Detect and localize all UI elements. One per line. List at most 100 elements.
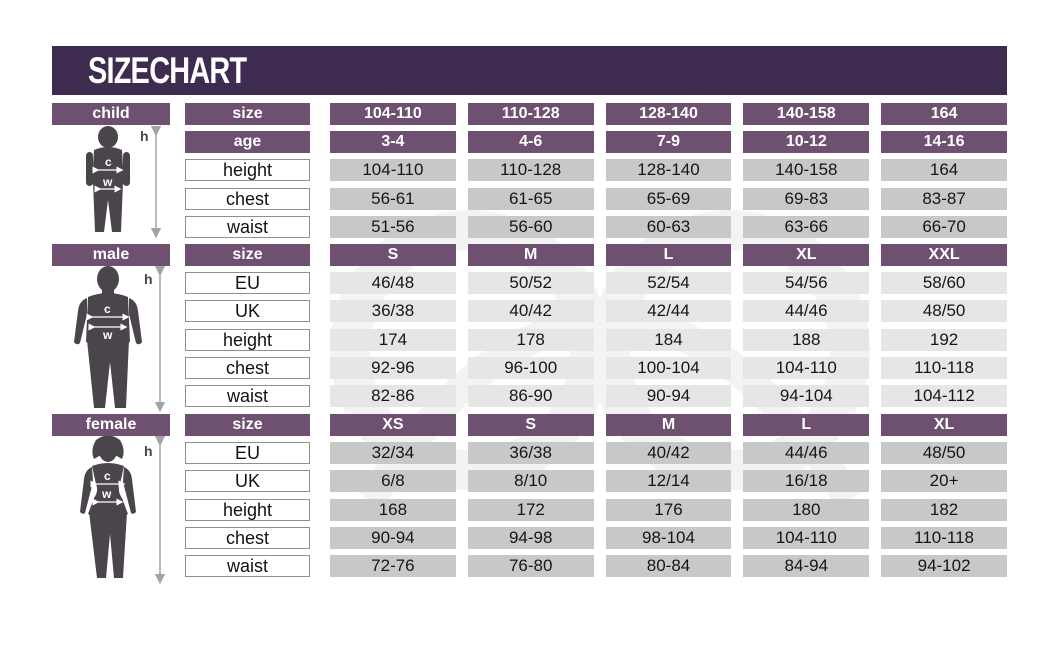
male-EU-value: 50/52 [467, 272, 594, 294]
male-size-label: size [185, 244, 310, 266]
child-chest-cells: 56-61 61-65 65-69 69-83 83-87 [330, 188, 1007, 210]
child-chest-value: 83-87 [881, 188, 1007, 210]
female-chest-value: 94-98 [467, 527, 594, 549]
male-waist-cells: 82-86 86-90 90-94 94-104 104-112 [330, 385, 1007, 407]
female-chest-value: 90-94 [330, 527, 456, 549]
male-size-value: M [467, 244, 594, 266]
chest-label: c [104, 469, 111, 483]
male-UK-value: 40/42 [467, 300, 594, 322]
child-waist-cells: 51-56 56-60 60-63 63-66 66-70 [330, 216, 1007, 238]
female-EU-value: 44/46 [743, 442, 870, 464]
male-height-value: 188 [743, 329, 870, 351]
female-row-size: size XS S M L XL [185, 414, 1007, 436]
female-row-chest: chest 90-94 94-98 98-104 104-110 110-118 [185, 527, 1007, 549]
child-age-value: 14-16 [881, 131, 1007, 153]
child-row-size: size 104-110 110-128 128-140 140-158 164 [185, 103, 1007, 125]
child-height-value: 128-140 [605, 159, 732, 181]
title-banner: SIZE CHART [52, 46, 1007, 95]
female-waist-cells: 72-76 76-80 80-84 84-94 94-102 [330, 555, 1007, 577]
female-size-value: L [743, 414, 870, 436]
child-chest-label: chest [185, 188, 310, 210]
male-EU-cells: 46/48 50/52 52/54 54/56 58/60 [330, 272, 1007, 294]
male-height-value: 178 [467, 329, 594, 351]
female-UK-value: 16/18 [743, 470, 870, 492]
male-row-size: size S M L XL XXL [185, 244, 1007, 266]
male-EU-value: 54/56 [743, 272, 870, 294]
male-height-value: 192 [881, 329, 1007, 351]
male-row-UK: UK 36/38 40/42 42/44 44/46 48/50 [185, 300, 1007, 322]
child-age-value: 4-6 [467, 131, 594, 153]
female-size-value: XS [330, 414, 456, 436]
child-height-value: 164 [881, 159, 1007, 181]
female-height-value: 176 [605, 499, 732, 521]
child-size-label: size [185, 103, 310, 125]
male-size-value: XL [743, 244, 870, 266]
male-figure: h c w [74, 266, 166, 412]
female-UK-value: 8/10 [467, 470, 594, 492]
female-height-label: height [185, 499, 310, 521]
male-waist-value: 86-90 [467, 385, 594, 407]
male-chest-value: 96-100 [467, 357, 594, 379]
female-chest-label: chest [185, 527, 310, 549]
female-EU-cells: 32/34 36/38 40/42 44/46 48/50 [330, 442, 1007, 464]
male-height-cells: 174 178 184 188 192 [330, 329, 1007, 351]
male-chest-cells: 92-96 96-100 100-104 104-110 110-118 [330, 357, 1007, 379]
child-age-cells: 3-4 4-6 7-9 10-12 14-16 [330, 131, 1007, 153]
male-row-chest: chest 92-96 96-100 100-104 104-110 110-118 [185, 357, 1007, 379]
child-size-value: 110-128 [467, 103, 594, 125]
male-height-value: 174 [330, 329, 456, 351]
child-chest-value: 61-65 [467, 188, 594, 210]
female-waist-value: 72-76 [330, 555, 456, 577]
female-UK-label: UK [185, 470, 310, 492]
female-silhouette [80, 436, 136, 578]
female-chest-value: 104-110 [743, 527, 870, 549]
male-waist-label: waist [185, 385, 310, 407]
child-size-value: 104-110 [330, 103, 456, 125]
child-row-age: age 3-4 4-6 7-9 10-12 14-16 [185, 131, 1007, 153]
male-row-height: height 174 178 184 188 192 [185, 329, 1007, 351]
male-EU-value: 58/60 [881, 272, 1007, 294]
height-label: h [144, 271, 153, 287]
child-row-chest: chest 56-61 61-65 65-69 69-83 83-87 [185, 188, 1007, 210]
female-size-value: M [605, 414, 732, 436]
female-UK-value: 12/14 [605, 470, 732, 492]
child-row-height: height 104-110 110-128 128-140 140-158 164 [185, 159, 1007, 181]
female-EU-value: 36/38 [467, 442, 594, 464]
male-UK-cells: 36/38 40/42 42/44 44/46 48/50 [330, 300, 1007, 322]
child-waist-value: 63-66 [743, 216, 870, 238]
child-age-value: 3-4 [330, 131, 456, 153]
waist-label: w [101, 487, 112, 501]
child-waist-value: 56-60 [467, 216, 594, 238]
female-figure: h c w [80, 436, 166, 584]
child-chest-value: 69-83 [743, 188, 870, 210]
female-size-value: XL [881, 414, 1007, 436]
section-label-male: male [52, 244, 170, 266]
child-waist-value: 60-63 [605, 216, 732, 238]
female-EU-value: 32/34 [330, 442, 456, 464]
male-chest-label: chest [185, 357, 310, 379]
female-chest-value: 98-104 [605, 527, 732, 549]
child-chest-value: 65-69 [605, 188, 732, 210]
waist-label: w [102, 175, 113, 189]
height-label: h [140, 128, 149, 144]
male-size-value: S [330, 244, 456, 266]
male-row-waist: waist 82-86 86-90 90-94 94-104 104-112 [185, 385, 1007, 407]
female-height-value: 180 [743, 499, 870, 521]
child-age-value: 7-9 [605, 131, 732, 153]
male-size-value: L [605, 244, 732, 266]
female-EU-label: EU [185, 442, 310, 464]
female-row-height: height 168 172 176 180 182 [185, 499, 1007, 521]
child-height-label: height [185, 159, 310, 181]
child-age-label: age [185, 131, 310, 153]
male-waist-value: 104-112 [881, 385, 1007, 407]
male-chest-value: 104-110 [743, 357, 870, 379]
female-size-value: S [467, 414, 594, 436]
female-UK-cells: 6/8 8/10 12/14 16/18 20+ [330, 470, 1007, 492]
child-age-value: 10-12 [743, 131, 870, 153]
chest-label: c [104, 302, 111, 316]
male-silhouette [74, 266, 142, 408]
child-height-value: 110-128 [467, 159, 594, 181]
male-size-value: XXL [881, 244, 1007, 266]
female-chest-value: 110-118 [881, 527, 1007, 549]
